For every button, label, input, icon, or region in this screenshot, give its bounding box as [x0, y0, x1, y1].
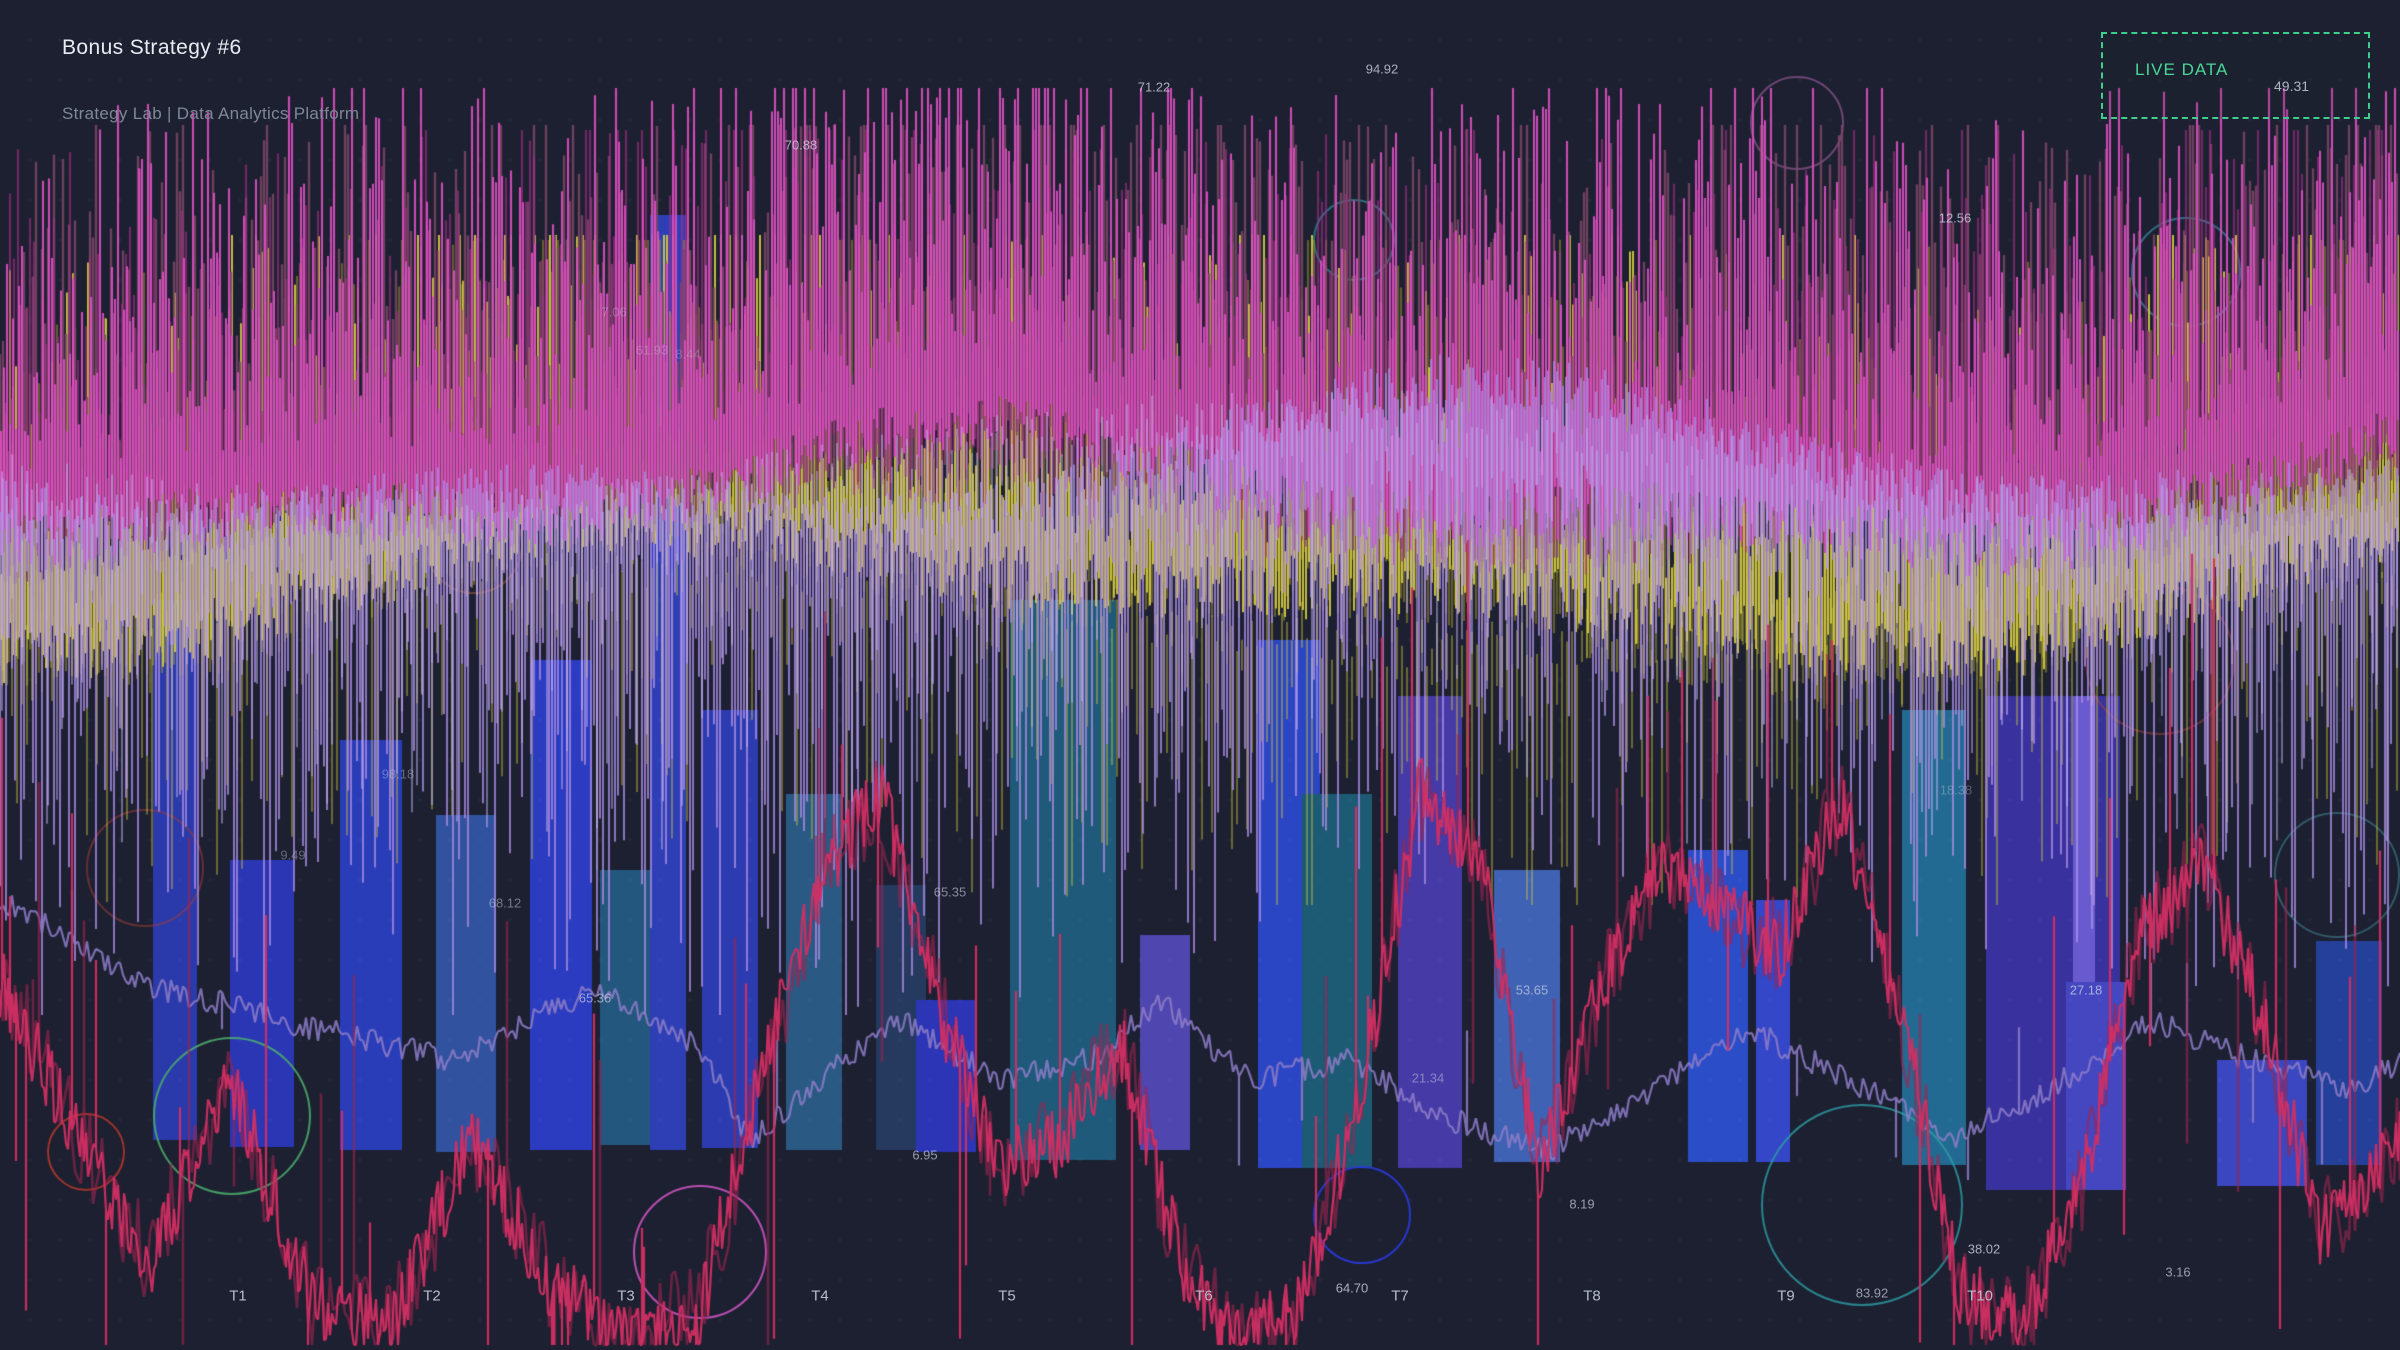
- value-label: 9.49: [280, 847, 306, 863]
- value-label: 21.34: [1411, 1070, 1445, 1086]
- axis-label-t9: T9: [1777, 1287, 1795, 1305]
- value-label: 53.65: [1515, 982, 1549, 998]
- value-label: 12.56: [1938, 210, 1972, 226]
- value-label: 65.35: [933, 884, 967, 900]
- axis-label-t5: T5: [998, 1287, 1016, 1305]
- value-label: 8.44: [675, 346, 701, 362]
- live-data-badge: LIVE DATA 49.31: [2101, 32, 2370, 119]
- axis-label-t2: T2: [423, 1287, 441, 1305]
- axis-label-t8: T8: [1583, 1287, 1601, 1305]
- value-label: 83.92: [1855, 1285, 1889, 1301]
- value-label: 18.38: [1939, 782, 1973, 798]
- value-label: 70.88: [784, 137, 818, 153]
- value-label: 38.02: [1967, 1241, 2001, 1257]
- axis-label-t10: T10: [1967, 1287, 1993, 1305]
- axis-label-t3: T3: [617, 1287, 635, 1305]
- live-data-value: 49.31: [2274, 78, 2310, 94]
- page-title: Bonus Strategy #6: [62, 36, 242, 59]
- value-label: 65.36: [578, 990, 612, 1006]
- axis-label-t1: T1: [229, 1287, 247, 1305]
- axis-label-t4: T4: [811, 1287, 829, 1305]
- value-label: 98.18: [381, 766, 415, 782]
- value-label: 61.93: [635, 342, 669, 358]
- value-label: 8.19: [1569, 1196, 1595, 1212]
- axis-label-t7: T7: [1391, 1287, 1409, 1305]
- axis-label-t6: T6: [1195, 1287, 1213, 1305]
- value-label: 6.95: [912, 1147, 938, 1163]
- live-data-label: LIVE DATA: [2135, 60, 2229, 79]
- value-label: 64.70: [1335, 1280, 1369, 1296]
- value-label: 3.16: [2165, 1264, 2191, 1280]
- value-label: 68.12: [488, 895, 522, 911]
- value-label: 94.92: [1365, 61, 1399, 77]
- value-label: 71.22: [1137, 79, 1171, 95]
- page-subtitle: Strategy Lab | Data Analytics Platform: [62, 104, 360, 123]
- value-label: 27.18: [2069, 982, 2103, 998]
- value-label: 7.06: [601, 304, 627, 320]
